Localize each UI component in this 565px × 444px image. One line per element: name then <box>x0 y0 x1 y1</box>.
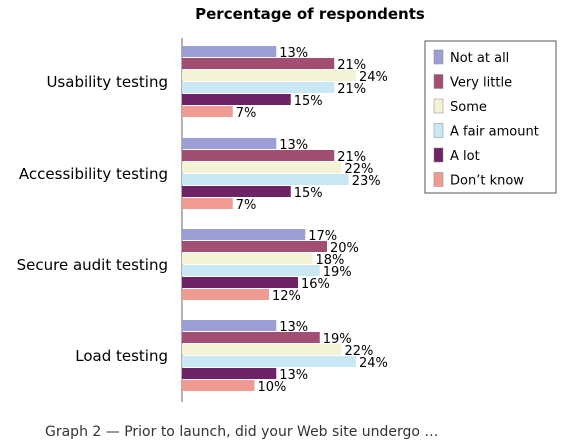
figure-caption: Graph 2 — Prior to launch, did your Web … <box>45 424 439 440</box>
bar <box>182 58 335 69</box>
bar-value-label: 22% <box>345 344 374 359</box>
legend-label: A lot <box>450 149 480 164</box>
bar <box>182 356 356 367</box>
plot-area: Usability testing13%21%24%21%15%7%Access… <box>17 38 388 402</box>
bar-value-label: 19% <box>323 332 352 347</box>
bar <box>182 380 255 391</box>
bar <box>182 174 349 185</box>
bar <box>182 332 320 343</box>
bar-chart: Percentage of respondents Usability test… <box>17 5 557 402</box>
bar <box>182 150 335 161</box>
bar <box>182 70 356 81</box>
bar-value-label: 20% <box>330 241 359 256</box>
legend-label: Don’t know <box>450 174 524 189</box>
legend-swatch <box>433 172 444 187</box>
legend-swatch <box>433 123 444 138</box>
bar-value-label: 15% <box>294 186 323 201</box>
bar-value-label: 10% <box>258 380 287 395</box>
bar <box>182 289 269 300</box>
legend-swatch <box>433 98 444 114</box>
bar-value-label: 13% <box>279 368 308 383</box>
bar-value-label: 24% <box>359 356 388 371</box>
bar-value-label: 21% <box>337 82 366 97</box>
bar-value-label: 19% <box>323 265 352 280</box>
bar-value-label: 7% <box>236 106 257 121</box>
legend-label: Some <box>450 100 487 115</box>
category-label: Accessibility testing <box>19 165 168 183</box>
bar <box>182 94 291 105</box>
chart-title: Percentage of respondents <box>195 5 425 23</box>
bar <box>182 265 320 276</box>
bar <box>182 241 327 252</box>
bar <box>182 229 306 240</box>
legend: Not at all Very little Some A fair amount A … <box>424 40 557 194</box>
bar <box>182 253 313 264</box>
legend-swatch <box>433 49 444 65</box>
category-label: Usability testing <box>46 73 168 91</box>
legend-label: A fair amount <box>450 125 539 140</box>
bar <box>182 277 298 288</box>
bar <box>182 320 277 331</box>
legend-label: Very little <box>450 76 512 91</box>
bar-value-label: 16% <box>301 277 330 292</box>
bar-value-label: 15% <box>294 94 323 109</box>
bar-value-label: 12% <box>272 289 301 304</box>
bar-value-label: 21% <box>337 150 366 165</box>
bar-value-label: 23% <box>352 174 381 189</box>
bar <box>182 162 342 173</box>
bar-value-label: 7% <box>236 198 257 213</box>
bar <box>182 82 335 93</box>
bar-value-label: 22% <box>345 162 374 177</box>
bar <box>182 344 342 355</box>
legend-label: Not at all <box>450 51 509 66</box>
bar <box>182 138 277 149</box>
legend-box <box>424 40 557 194</box>
bar <box>182 46 277 57</box>
bar-value-label: 13% <box>279 320 308 335</box>
category-label: Load testing <box>75 347 168 365</box>
bar <box>182 368 277 379</box>
category-label: Secure audit testing <box>17 256 168 274</box>
bar-value-label: 13% <box>279 138 308 153</box>
legend-swatch <box>433 147 444 163</box>
bar-value-label: 21% <box>337 58 366 73</box>
legend-swatch <box>433 74 444 89</box>
bar-value-label: 17% <box>308 229 337 244</box>
bar <box>182 106 233 117</box>
bar-value-label: 24% <box>359 70 388 85</box>
bar <box>182 186 291 197</box>
bar-value-label: 13% <box>279 46 308 61</box>
bar <box>182 198 233 209</box>
bar-value-label: 18% <box>316 253 345 268</box>
